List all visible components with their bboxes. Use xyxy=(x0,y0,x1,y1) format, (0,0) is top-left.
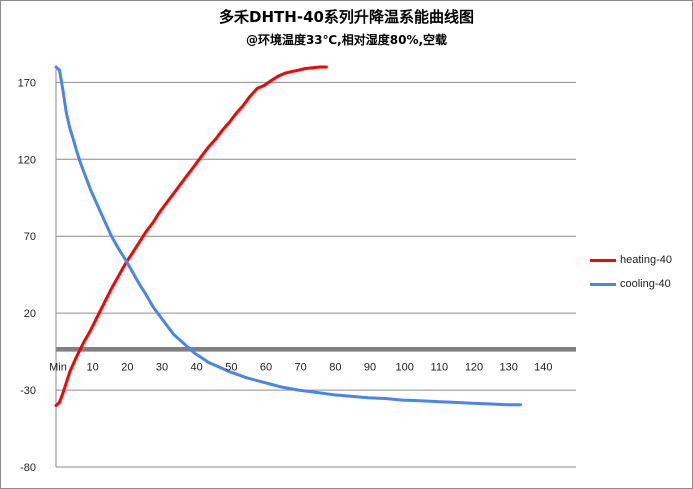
reference-band-group xyxy=(56,347,576,352)
x-tick-label: Min xyxy=(49,362,67,374)
y-tick-label: 70 xyxy=(24,231,36,243)
series-line-heating-40 xyxy=(54,65,328,407)
x-tick-label: 50 xyxy=(225,362,237,374)
x-tick-label: 140 xyxy=(534,362,552,374)
axes xyxy=(55,67,576,468)
y-tick-label: 120 xyxy=(18,154,36,166)
x-tick-label: 120 xyxy=(465,362,483,374)
legend-label-heating: heating-40 xyxy=(620,254,672,266)
x-tick-label: 60 xyxy=(260,362,272,374)
x-tick-label: 70 xyxy=(295,362,307,374)
legend-label-cooling: cooling-40 xyxy=(620,278,671,290)
y-tick-label: 170 xyxy=(18,77,36,89)
grid-lines xyxy=(56,81,576,391)
y-tick-label: -80 xyxy=(20,462,36,474)
reference-band xyxy=(56,347,576,352)
x-tick-label: 110 xyxy=(431,362,449,374)
x-tick-label: 40 xyxy=(191,362,203,374)
series-line-cooling-40 xyxy=(54,65,522,407)
y-tick-label: 20 xyxy=(24,308,36,320)
x-tick-label: 130 xyxy=(499,362,517,374)
legend: heating-40 cooling-40 xyxy=(590,248,672,296)
x-tick-label: 10 xyxy=(87,362,99,374)
legend-swatch-heating xyxy=(590,258,616,262)
x-tick-label: 90 xyxy=(364,362,376,374)
legend-item-cooling: cooling-40 xyxy=(590,272,672,296)
x-tick-label: 100 xyxy=(395,362,413,374)
x-tick-label: 20 xyxy=(121,362,133,374)
chart-title: 多禾DHTH-40系列升降温系能曲线图 xyxy=(219,8,474,26)
tick-labels: 170 120 70 20 -30 -80 Min 10 20 30 40 50 60 70 80 90 100… xyxy=(18,77,553,474)
chart-subtitle: @环境温度33℃,相对湿度80%,空载 xyxy=(245,33,448,47)
series-lines xyxy=(54,65,522,407)
x-tick-label: 80 xyxy=(329,362,341,374)
x-tick-label: 30 xyxy=(156,362,168,374)
legend-swatch-cooling xyxy=(590,282,616,286)
y-tick-label: -30 xyxy=(20,385,36,397)
legend-item-heating: heating-40 xyxy=(590,248,672,272)
